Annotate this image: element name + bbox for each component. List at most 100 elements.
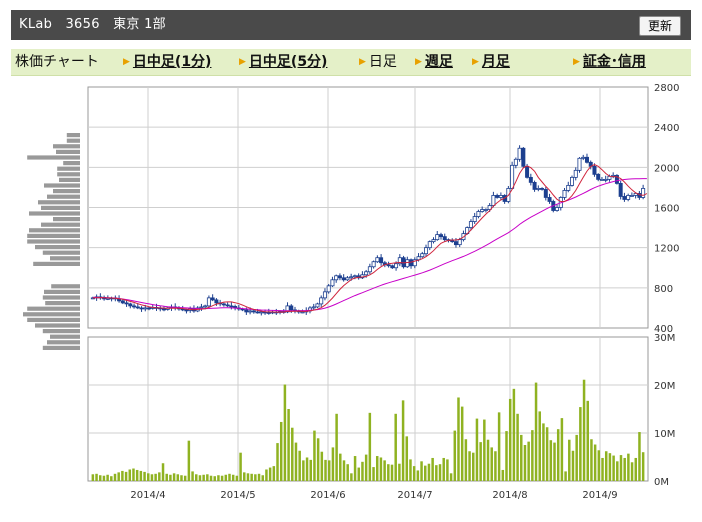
- volume-bar: [475, 418, 479, 481]
- volume-profile-bar: [27, 317, 80, 322]
- volume-bar: [442, 457, 445, 481]
- volume-bar: [372, 467, 375, 481]
- volume-profile-bar: [44, 183, 80, 188]
- candle-body: [397, 257, 402, 265]
- volume-profile-bar: [29, 211, 80, 216]
- candle-body: [540, 188, 545, 190]
- arrow-right-icon: ▶: [123, 57, 130, 67]
- candle-body: [405, 259, 410, 268]
- volume-bar: [235, 475, 239, 481]
- candle-body: [536, 188, 541, 190]
- candle-body: [386, 264, 391, 267]
- candle-body: [528, 176, 533, 183]
- arrow-right-icon: ▶: [573, 57, 580, 67]
- volume-bar: [420, 461, 423, 481]
- stock-title: KLab 3656 東京 1部: [19, 17, 166, 32]
- volume-bar: [279, 421, 283, 481]
- volume-bar: [180, 475, 183, 481]
- candle-body: [480, 209, 485, 212]
- volume-profile-bar: [57, 166, 80, 171]
- volume-bar: [379, 457, 383, 481]
- candle-body: [341, 277, 346, 281]
- volume-bar: [468, 451, 471, 481]
- candle-body: [596, 173, 601, 180]
- volume-bar: [457, 397, 460, 481]
- volume-bar: [593, 444, 597, 481]
- candle-body: [221, 303, 226, 306]
- volume-bar: [187, 440, 191, 481]
- arrow-right-icon: ▶: [359, 57, 366, 67]
- candle-body: [203, 305, 208, 308]
- candle-body: [618, 182, 623, 197]
- candle-body: [300, 311, 305, 314]
- volume-bar: [243, 472, 246, 481]
- volume-bar: [342, 460, 346, 481]
- candle-body: [641, 188, 646, 198]
- volume-profile-bar: [47, 194, 80, 199]
- volume-bar: [143, 471, 146, 481]
- volume-bar: [357, 467, 361, 481]
- candle-body: [161, 308, 166, 311]
- volume-bar: [409, 459, 412, 481]
- volume-profile-bar: [41, 205, 80, 210]
- candle-body: [521, 147, 526, 167]
- candle-body: [584, 156, 589, 163]
- date-tick-label: 2014/7: [397, 490, 432, 501]
- volume-profile-bar: [42, 295, 80, 300]
- candle-body: [251, 310, 256, 313]
- candle-body: [90, 297, 95, 300]
- volume-bar: [128, 469, 132, 481]
- volume-bar: [483, 419, 486, 481]
- volume-bar: [449, 473, 453, 481]
- refresh-button[interactable]: 更新: [638, 16, 681, 36]
- volume-bar: [427, 463, 431, 481]
- volume-bar: [424, 465, 427, 481]
- volume-bar: [350, 473, 353, 481]
- volume-profile-bar: [53, 189, 80, 194]
- candle-body: [599, 178, 604, 181]
- candle-body: [633, 193, 638, 196]
- candle-body: [577, 157, 582, 171]
- volume-bar: [217, 475, 220, 481]
- nav-stock-chart-label: 株価チャート: [15, 54, 99, 70]
- volume-bar: [183, 475, 187, 481]
- price-tick-label: 2000: [654, 163, 679, 174]
- nav-intraday-5min-link[interactable]: ▶ 日中足(5分): [239, 54, 328, 70]
- volume-profile-bar: [27, 239, 80, 244]
- volume-bar: [165, 473, 168, 481]
- volume-profile-bar: [66, 138, 80, 143]
- candle-body: [120, 300, 125, 304]
- candle-body: [495, 195, 500, 198]
- volume-bar: [206, 474, 209, 481]
- volume-bar: [560, 418, 564, 481]
- volume-bar: [579, 407, 582, 481]
- volume-bar: [353, 456, 357, 481]
- volume-bar: [401, 400, 405, 481]
- volume-bar: [250, 473, 253, 481]
- volume-bar: [213, 476, 216, 481]
- candle-body: [427, 241, 432, 249]
- nav-monthly-link[interactable]: ▶ 月足: [472, 54, 510, 70]
- volume-bar: [364, 454, 368, 481]
- volume-bar: [172, 473, 176, 481]
- volume-profile-bar: [51, 284, 80, 289]
- volume-bar: [398, 463, 401, 481]
- volume-profile-bar: [42, 345, 80, 350]
- nav-intraday-1min-link[interactable]: ▶ 日中足(1分): [123, 54, 212, 70]
- volume-bar: [387, 464, 390, 481]
- volume-profile-bar: [57, 172, 80, 177]
- volume-profile-bar: [44, 289, 80, 294]
- nav-margin-credit-link[interactable]: ▶ 証金･信用: [573, 54, 646, 70]
- candle-body: [364, 271, 369, 276]
- volume-bar: [224, 474, 228, 481]
- volume-bar: [634, 457, 638, 481]
- nav-weekly-link[interactable]: ▶ 週足: [415, 54, 453, 70]
- volume-bar: [339, 453, 342, 481]
- volume-tick-label: 0M: [654, 477, 669, 488]
- volume-bar: [228, 473, 231, 481]
- volume-bar: [438, 464, 442, 481]
- volume-bar: [147, 473, 150, 481]
- volume-bar: [641, 452, 645, 481]
- volume-bar: [161, 463, 165, 481]
- volume-bar: [497, 412, 501, 481]
